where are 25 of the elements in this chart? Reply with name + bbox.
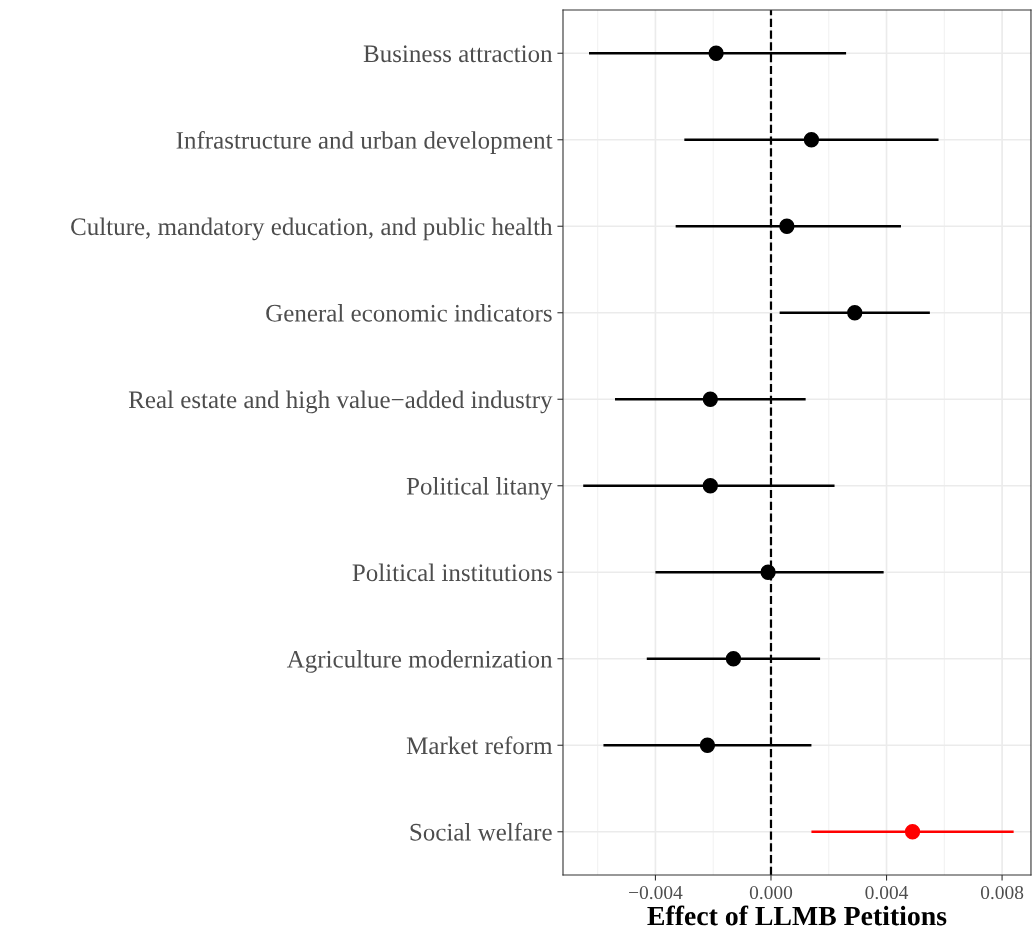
point xyxy=(699,737,716,753)
point xyxy=(708,45,724,61)
y-tick-label: Social welfare xyxy=(410,822,552,841)
x-tick-label: 0.000 xyxy=(749,885,793,900)
point xyxy=(760,564,776,580)
point xyxy=(702,391,718,407)
point xyxy=(803,132,820,148)
x-axis-title: Effect of LLMB Petitions xyxy=(647,905,947,926)
y-tick-label: Business attraction xyxy=(363,45,553,63)
x-tick-label: 0.004 xyxy=(865,885,909,900)
y-tick-label: General economic indicators xyxy=(266,304,552,322)
y-tick-label: Real estate and high value−added industry xyxy=(128,390,553,414)
point xyxy=(779,218,795,234)
y-tick-label: Political institutions xyxy=(352,563,552,582)
point xyxy=(702,478,718,494)
y-tick-label: Culture, mandatory education, and public health xyxy=(71,217,553,241)
point xyxy=(725,651,742,667)
point xyxy=(904,824,921,840)
y-tick-label: Infrastructure and urban development xyxy=(176,130,553,154)
y-tick-label: Agriculture modernization xyxy=(286,650,553,673)
y-tick-label: Market reform xyxy=(406,736,553,755)
point xyxy=(847,305,863,321)
x-tick-label: 0.008 xyxy=(980,885,1024,900)
x-tick-label: −0.004 xyxy=(629,885,683,900)
y-tick-label: Political litany xyxy=(406,477,553,500)
